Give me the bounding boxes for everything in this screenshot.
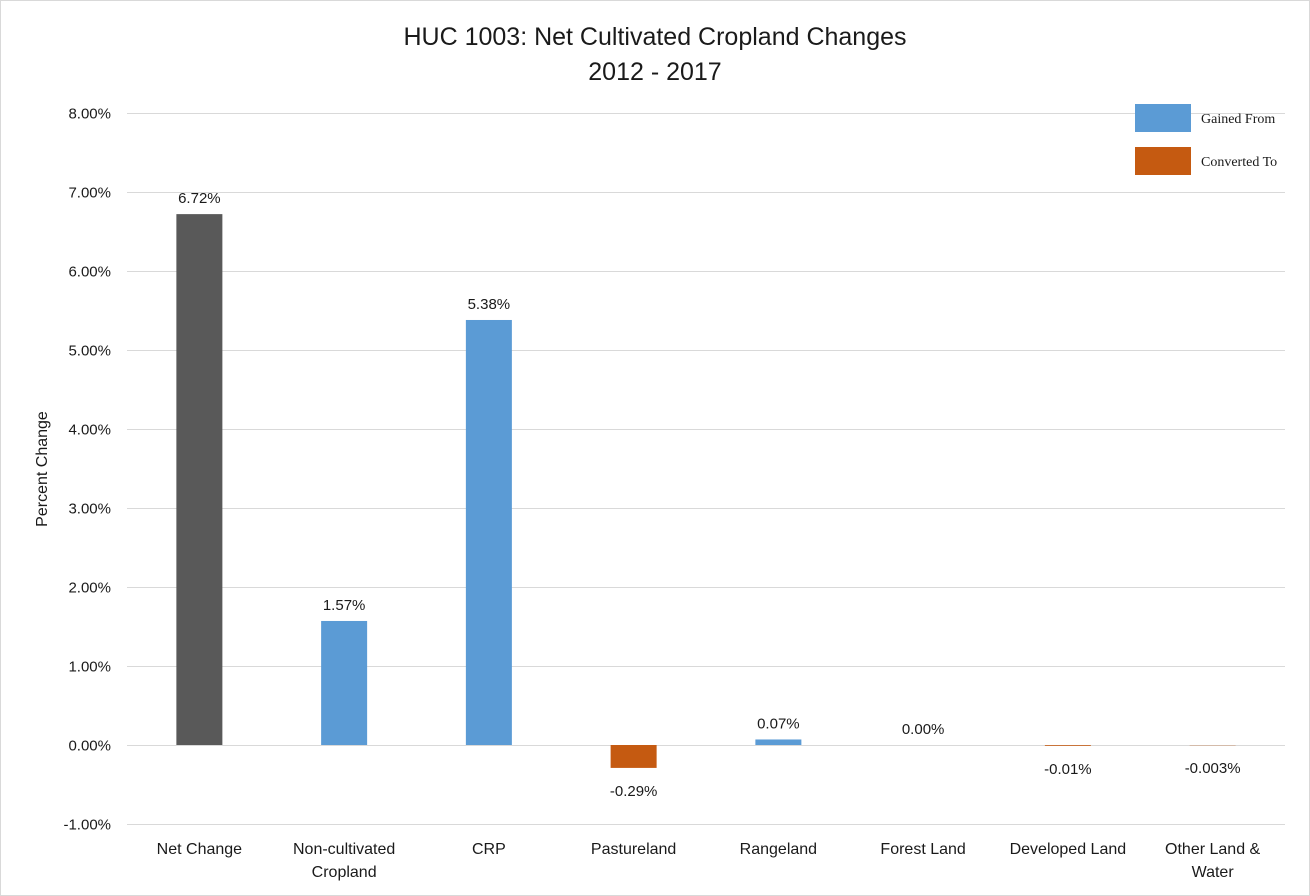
bar — [465, 319, 512, 745]
x-category-label: Developed Land — [1010, 841, 1127, 858]
y-tick-label: 1.00% — [68, 659, 111, 676]
bar — [176, 214, 223, 745]
data-label: -0.003% — [1185, 760, 1241, 777]
bar — [321, 620, 368, 745]
y-tick-label: 6.00% — [68, 264, 111, 281]
y-tick-label: 3.00% — [68, 501, 111, 518]
y-axis-ticks: 8.00% 7.00% 6.00% 5.00% 4.00% 3.00% 2.00% 1.00%… — [63, 106, 111, 834]
chart-title-line1: HUC 1003: Net Cultivated Cropland Change… — [403, 23, 906, 51]
x-category-label: Non-cultivated — [293, 841, 395, 858]
legend: Gained From Converted To — [1135, 104, 1277, 175]
y-tick-label: 5.00% — [68, 343, 111, 360]
legend-swatch — [1135, 104, 1191, 132]
bar — [1044, 745, 1091, 746]
data-label: -0.01% — [1044, 761, 1092, 778]
chart-title-line2: 2012 - 2017 — [588, 58, 721, 86]
bar — [755, 739, 802, 745]
y-tick-label: 0.00% — [68, 738, 111, 755]
bars — [176, 214, 1236, 768]
data-label: 0.00% — [902, 721, 945, 738]
grid-lines — [127, 113, 1285, 825]
x-category-label: Net Change — [157, 841, 242, 858]
x-category-label: Rangeland — [740, 841, 817, 858]
data-label: 0.07% — [757, 715, 800, 732]
x-category-label: Forest Land — [880, 841, 965, 858]
legend-swatch — [1135, 147, 1191, 175]
y-tick-label: 4.00% — [68, 422, 111, 439]
data-label: 1.57% — [323, 597, 366, 614]
y-tick-label: 2.00% — [68, 580, 111, 597]
y-axis-label: Percent Change — [34, 411, 51, 527]
x-axis-categories: Net Change Non-cultivated Cropland CRP Pastu… — [157, 841, 1261, 881]
data-label: -0.29% — [610, 783, 658, 800]
data-label: 6.72% — [178, 190, 221, 207]
legend-label: Converted To — [1201, 155, 1277, 170]
data-label: 5.38% — [468, 296, 511, 313]
data-labels: 6.72% 1.57% 5.38% -0.29% 0.07% 0.00% -0.01% -0.… — [178, 190, 1240, 800]
y-tick-label: -1.00% — [63, 817, 111, 834]
y-tick-label: 8.00% — [68, 106, 111, 123]
x-category-label: CRP — [472, 841, 506, 858]
x-category-label: Water — [1192, 864, 1235, 881]
x-category-label: Pastureland — [591, 841, 676, 858]
legend-label: Gained From — [1201, 112, 1275, 127]
x-category-label: Cropland — [312, 864, 377, 881]
y-tick-label: 7.00% — [68, 185, 111, 202]
x-category-label: Other Land & — [1165, 841, 1261, 858]
bar — [610, 745, 657, 768]
